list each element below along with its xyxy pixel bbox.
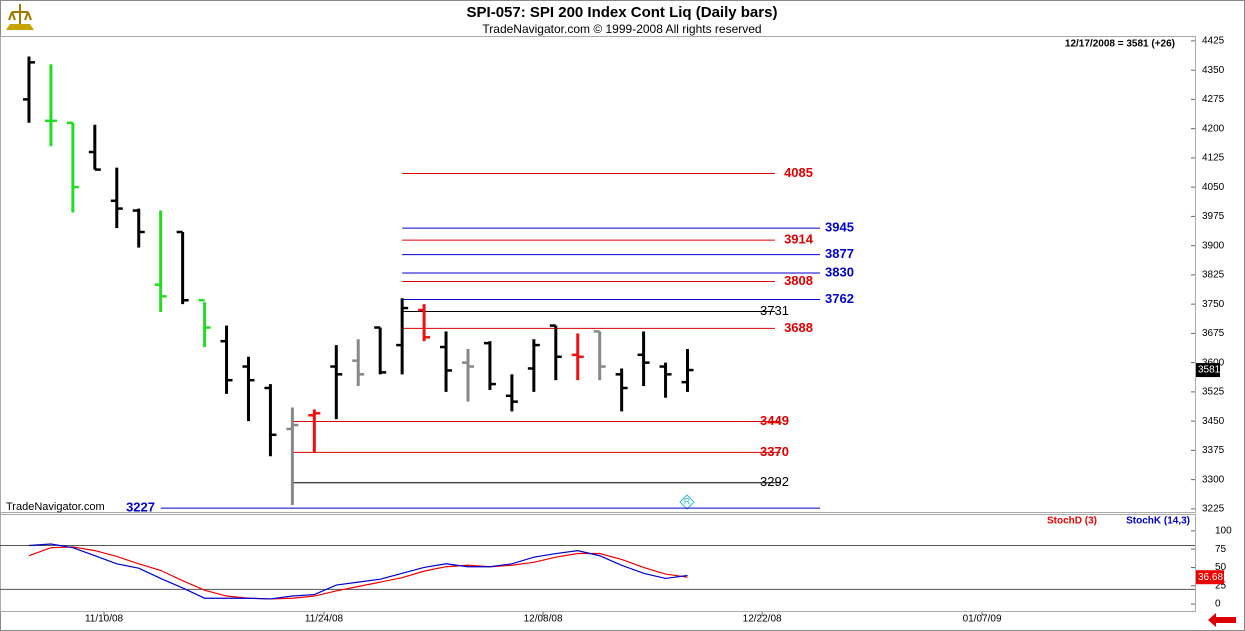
price-panel — [0, 36, 1196, 513]
y-tick-label: 4275 — [1202, 94, 1225, 105]
level-label: 3449 — [760, 413, 789, 428]
y-tick-label: 3450 — [1202, 416, 1225, 427]
legend-entry: StochD (3) — [1047, 516, 1097, 527]
chart-subtitle: TradeNavigator.com © 1999-2008 All right… — [482, 22, 761, 36]
y-tick-label: 3300 — [1202, 474, 1225, 485]
x-tick-label: 11/24/08 — [305, 614, 344, 625]
y-tick-label: 50 — [1215, 562, 1227, 573]
y-tick-label: 3375 — [1202, 445, 1225, 456]
y-tick-label: 4425 — [1202, 36, 1225, 47]
y-tick-label: 3225 — [1202, 504, 1225, 515]
last-info: 12/17/2008 = 3581 (+26) — [1065, 39, 1175, 50]
y-tick-label: 4125 — [1202, 153, 1225, 164]
level-label: 3292 — [760, 474, 789, 489]
last-value-label: 36.68 — [1198, 572, 1223, 583]
level-label: 3731 — [760, 303, 789, 318]
level-label: 3227 — [126, 500, 155, 515]
x-tick-label: 12/08/08 — [524, 614, 563, 625]
legend-entry: StochK (14,3) — [1126, 516, 1190, 527]
level-label: 3914 — [784, 232, 814, 247]
y-tick-label: 3750 — [1202, 299, 1225, 310]
logo — [6, 4, 34, 30]
y-tick-label: 3900 — [1202, 240, 1225, 251]
y-tick-label: 25 — [1215, 580, 1227, 591]
y-tick-label: 4200 — [1202, 123, 1225, 134]
watermark: TradeNavigator.com — [6, 501, 105, 513]
stoch-line — [28, 546, 688, 600]
level-label: 3808 — [784, 273, 813, 288]
y-tick-label: 3825 — [1202, 270, 1225, 281]
y-tick-label: 3675 — [1202, 328, 1225, 339]
level-label: 4085 — [784, 165, 813, 180]
level-label: 3830 — [825, 264, 854, 279]
y-tick-label: 4050 — [1202, 182, 1225, 193]
last-value-box — [1196, 570, 1224, 585]
last-price-box — [1196, 363, 1220, 378]
x-tick-label: 12/22/08 — [743, 614, 782, 625]
level-label: 3877 — [825, 246, 854, 261]
r-marker: R — [679, 494, 695, 510]
y-tick-label: 3525 — [1202, 387, 1225, 398]
stoch-panel — [0, 514, 1196, 612]
y-tick-label: 75 — [1215, 544, 1227, 555]
stoch-line — [28, 543, 688, 600]
y-tick-label: 100 — [1215, 525, 1232, 536]
x-tick-label: 01/07/09 — [963, 614, 1002, 625]
level-label: 3370 — [760, 444, 789, 459]
y-tick-label: 0 — [1215, 599, 1221, 610]
y-tick-label: 4350 — [1202, 65, 1225, 76]
x-tick-label: 11/10/08 — [85, 614, 124, 625]
svg-text:R: R — [684, 496, 691, 506]
scroll-arrow[interactable] — [1208, 613, 1236, 627]
level-label: 3945 — [825, 220, 854, 235]
y-tick-label: 3975 — [1202, 211, 1225, 222]
last-price-label: 3581 — [1198, 365, 1221, 376]
y-tick-label: 3600 — [1202, 357, 1225, 368]
level-label: 3762 — [825, 291, 854, 306]
level-label: 3688 — [784, 320, 813, 335]
chart-title: SPI-057: SPI 200 Index Cont Liq (Daily b… — [467, 4, 778, 21]
